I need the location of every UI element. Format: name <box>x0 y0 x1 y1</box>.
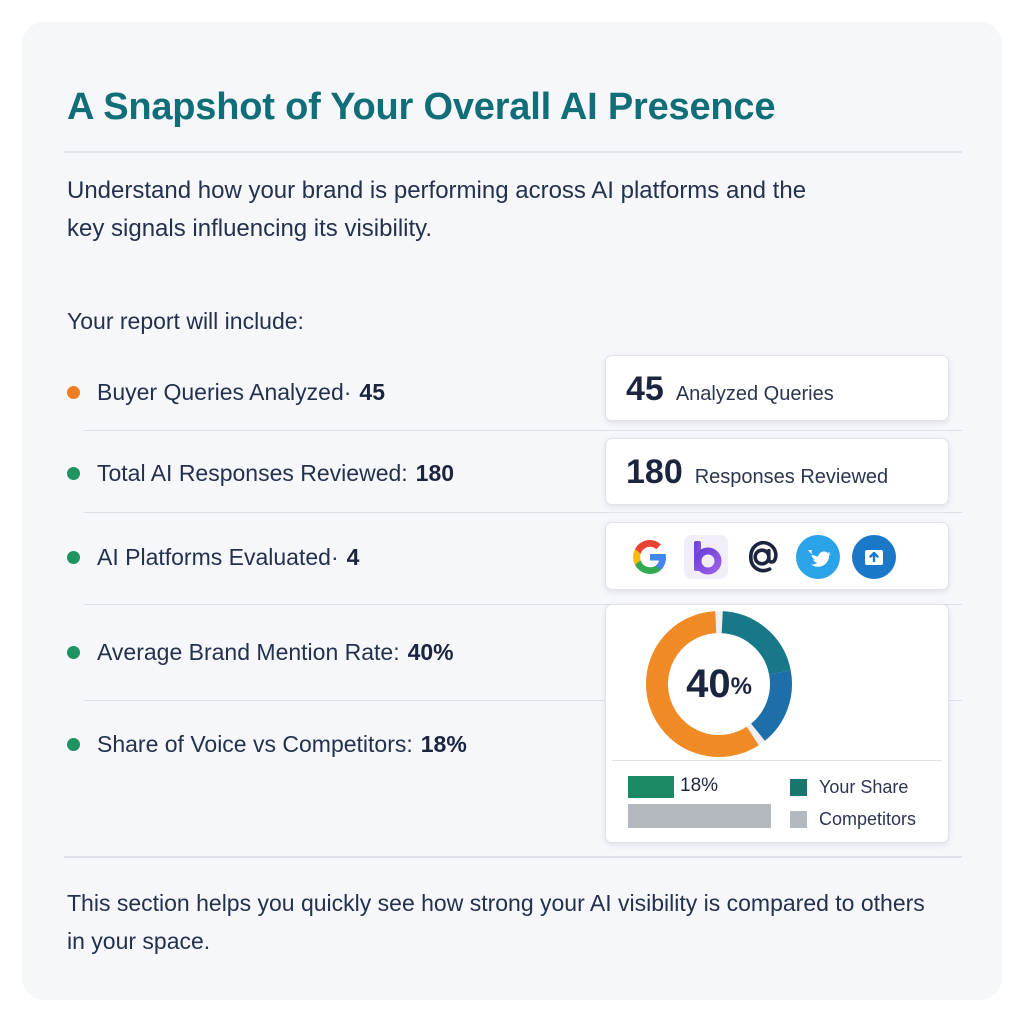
share-value-label: 18% <box>680 775 719 796</box>
stat-card-queries: 45 Analyzed Queries <box>605 355 949 421</box>
title-divider <box>64 151 962 153</box>
card-divider <box>612 760 942 761</box>
item-value: 180 <box>415 459 455 486</box>
stat-card-responses: 180 Responses Reviewed <box>605 438 949 505</box>
bullet-dot <box>67 550 80 564</box>
bird-icon <box>796 535 840 579</box>
item-value: 4 <box>346 543 360 570</box>
share-bar-yours <box>628 776 674 798</box>
divider <box>84 430 962 431</box>
donut-center-label: 40 % <box>644 609 794 759</box>
mention-donut-chart: 40 % <box>644 609 794 759</box>
donut-segment-mention-teal <box>721 611 791 675</box>
list-item-share-of-voice: Share of Voice vs Competitors: 18% <box>67 724 467 764</box>
stat-number: 180 <box>626 453 683 491</box>
legend-competitors: Competitors <box>790 809 916 830</box>
legend-swatch <box>790 779 807 796</box>
list-item-buyer-queries: Buyer Queries Analyzed· 45 <box>67 372 385 412</box>
legend-your-share: Your Share <box>790 777 908 798</box>
item-label: Share of Voice vs Competitors: <box>97 730 413 757</box>
b-logo-icon <box>684 535 728 579</box>
divider <box>84 700 962 701</box>
report-intro: Your report will include: <box>67 308 304 334</box>
item-value: 45 <box>359 378 385 405</box>
donut-number: 40 <box>686 661 731 706</box>
item-value: 40% <box>407 638 454 665</box>
item-label: Average Brand Mention Rate: <box>97 638 400 665</box>
item-value: 18% <box>420 730 467 757</box>
stat-number: 45 <box>626 370 664 408</box>
mention-share-card: 40 % 18% Your Share Competitors <box>605 604 949 843</box>
list-item-platforms: AI Platforms Evaluated· 4 <box>67 537 359 577</box>
donut-percent-sign: % <box>730 673 752 700</box>
list-item-ai-responses: Total AI Responses Reviewed: 180 <box>67 453 454 493</box>
bullet-dot <box>67 385 80 399</box>
legend-label: Competitors <box>819 809 917 829</box>
donut-segment-other <box>646 611 759 757</box>
upload-icon <box>852 535 896 579</box>
platform-logos-card <box>605 522 949 590</box>
stat-label: Analyzed Queries <box>675 383 834 405</box>
bullet-dot <box>67 645 80 659</box>
item-label: Total AI Responses Reviewed: <box>97 459 408 486</box>
legend-swatch <box>790 811 807 828</box>
footer-divider <box>64 856 962 858</box>
page-title: A Snapshot of Your Overall AI Presence <box>67 86 776 128</box>
at-sign-icon <box>740 535 784 579</box>
item-label: AI Platforms Evaluated· <box>97 543 339 570</box>
snapshot-card <box>22 22 1002 1000</box>
share-bar-competitors <box>628 804 771 828</box>
footer-note: This section helps you quickly see how s… <box>67 890 925 954</box>
divider <box>84 604 962 605</box>
divider <box>84 512 962 513</box>
legend-label: Your Share <box>819 777 909 797</box>
stat-label: Responses Reviewed <box>694 466 889 488</box>
donut-segment-mention-blue <box>750 670 792 741</box>
list-item-mention-rate: Average Brand Mention Rate: 40% <box>67 632 454 672</box>
bullet-dot <box>67 737 80 751</box>
item-label: Buyer Queries Analyzed· <box>97 378 352 405</box>
google-icon <box>628 535 672 579</box>
subtitle: Understand how your brand is performing … <box>67 177 807 242</box>
bullet-dot <box>67 466 80 480</box>
